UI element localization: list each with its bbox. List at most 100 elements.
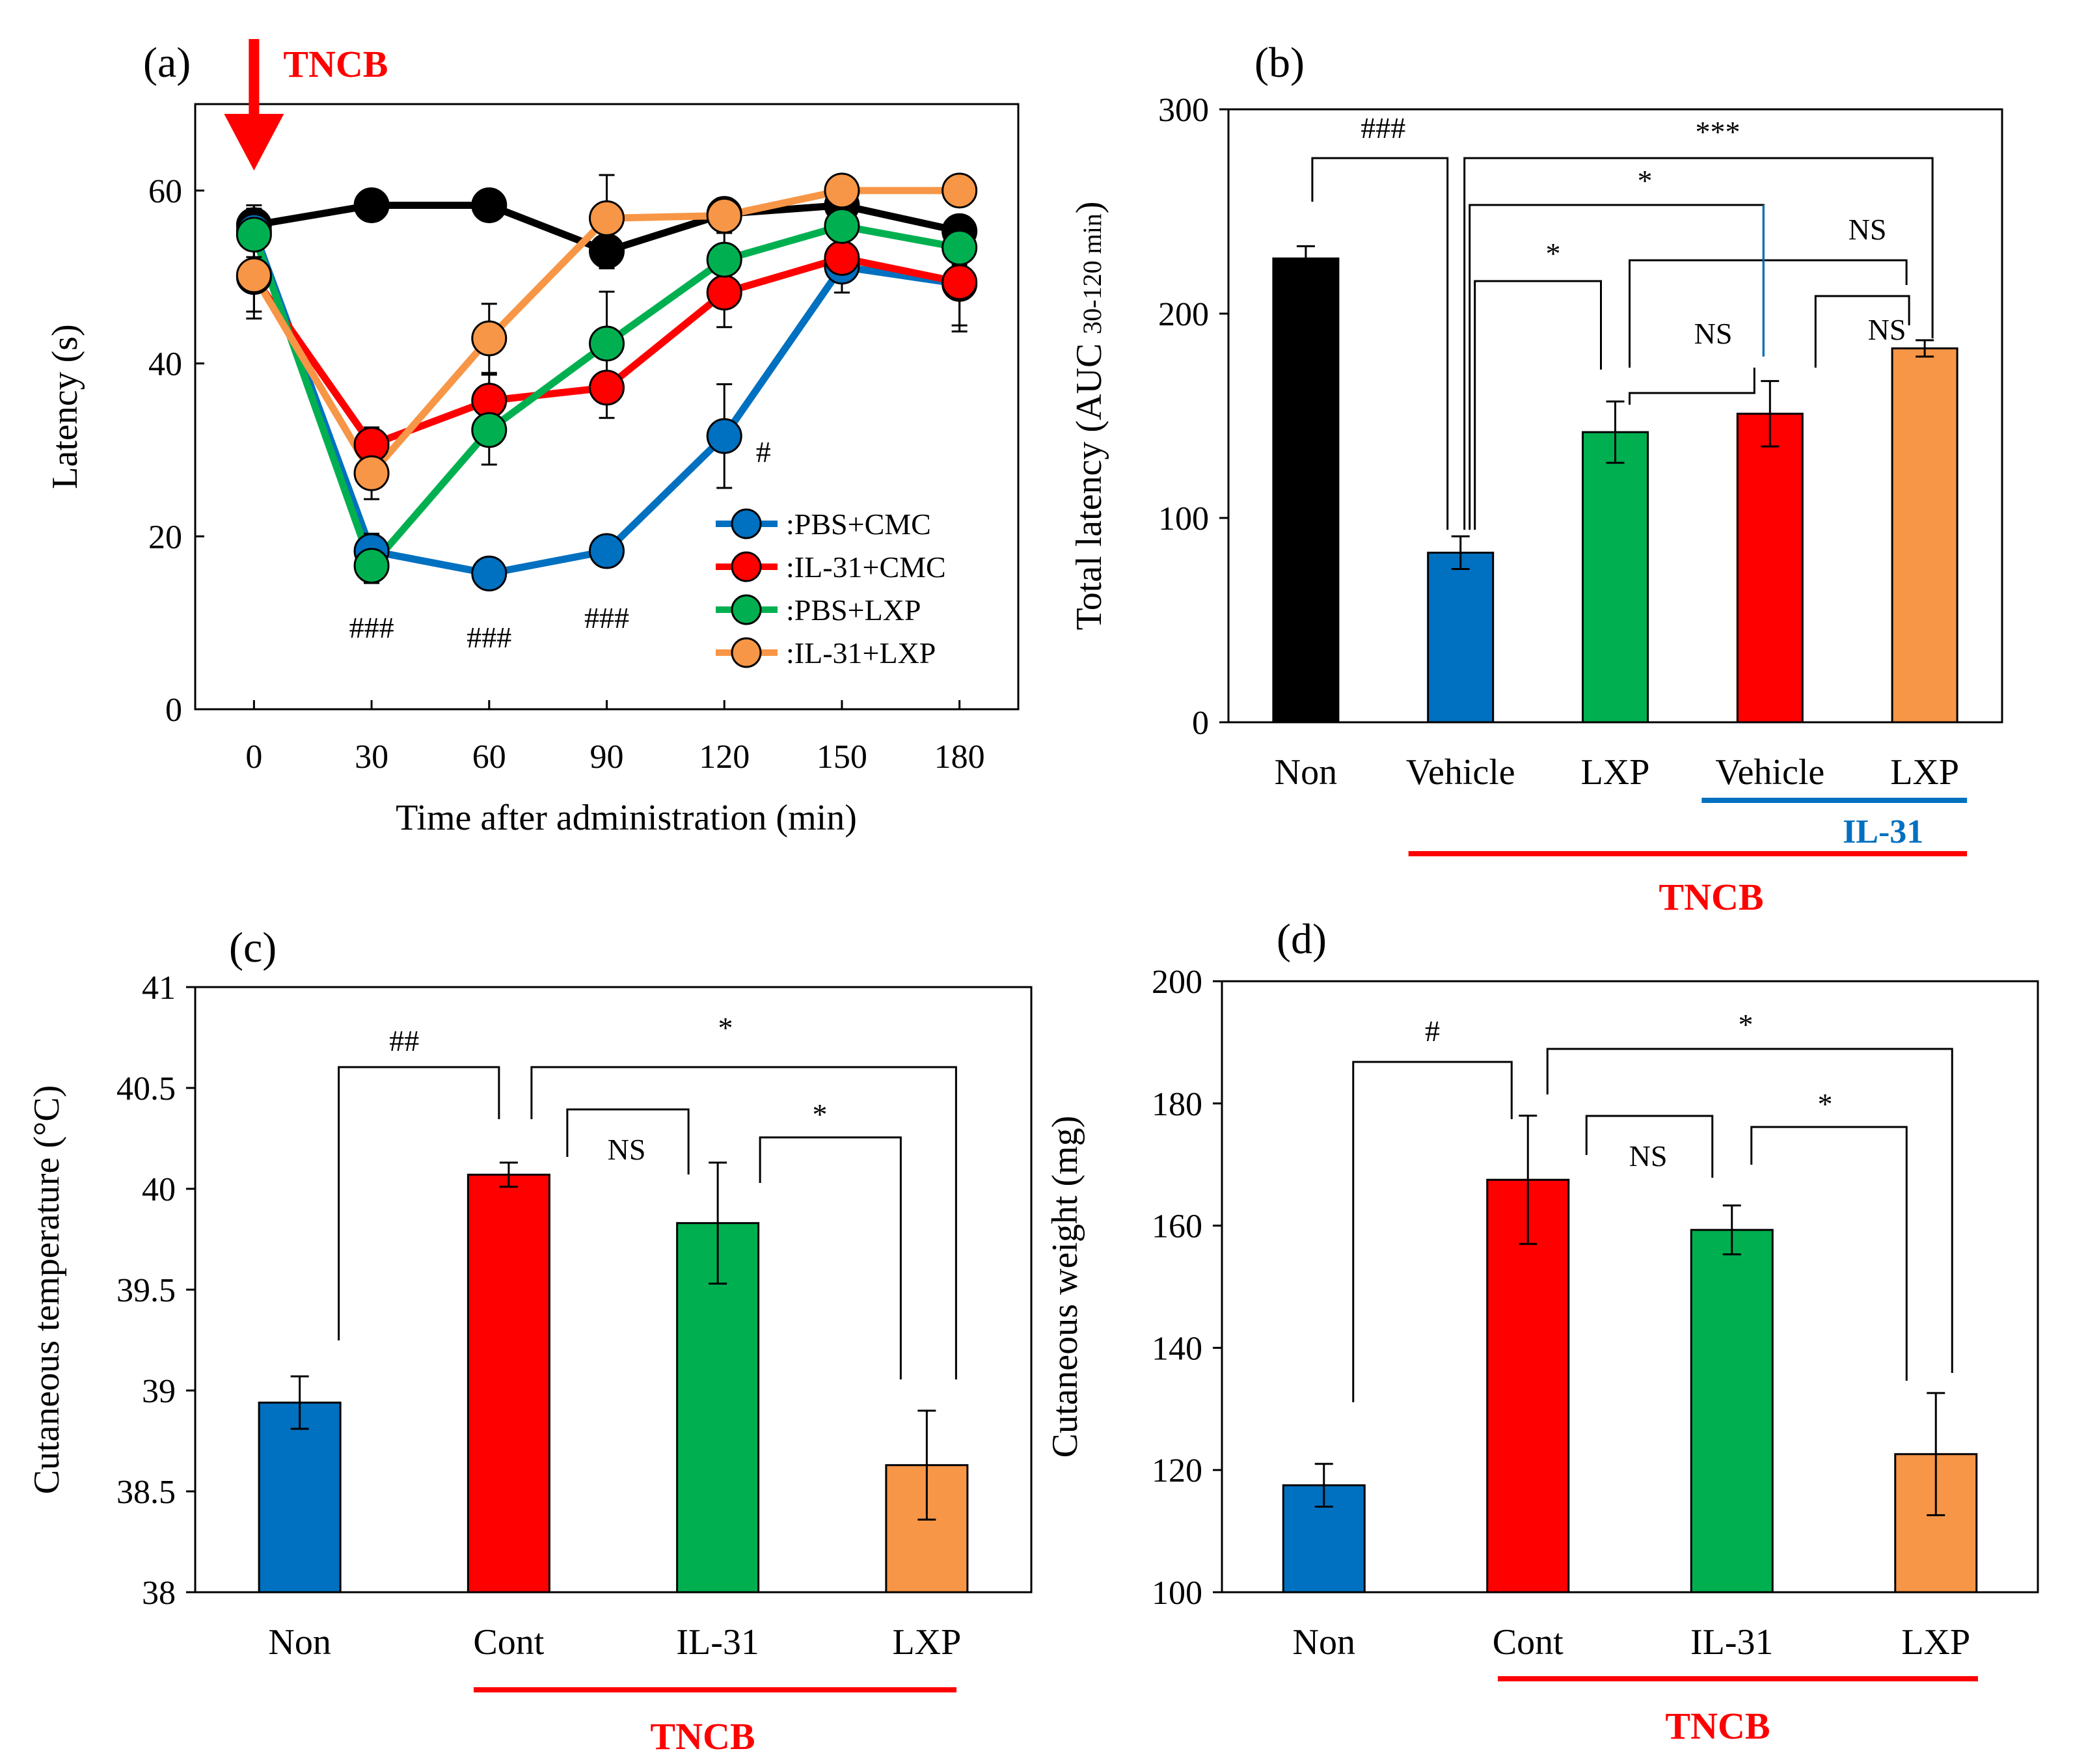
x-axis-label-a: Time after administration (min) xyxy=(396,798,857,838)
data-point-PBS+LXP xyxy=(589,325,625,362)
category-label-d: LXP xyxy=(1901,1622,1970,1662)
y-tick-label-d: 100 xyxy=(1152,1575,1202,1612)
tncb-group-label-b: TNCB xyxy=(1659,876,1763,918)
significance-mark-d: # xyxy=(1425,1014,1440,1048)
data-point-IL-31+LXP xyxy=(589,200,625,236)
y-tick-label-c: 41 xyxy=(142,970,176,1007)
y-tick-label-c: 39 xyxy=(142,1373,176,1410)
y-tick-label-d: 140 xyxy=(1152,1330,1202,1367)
data-point-IL-31+CMC xyxy=(589,370,625,406)
y-tick-label-c: 38.5 xyxy=(116,1474,176,1511)
y-tick-label-c: 40.5 xyxy=(116,1070,176,1107)
significance-mark-c: * xyxy=(813,1098,828,1131)
category-label-c: LXP xyxy=(892,1622,961,1662)
category-label-b: LXP xyxy=(1581,752,1650,793)
panel-a: (a) 0 20 40 60 0 30 60 90 120 150 180 Time after adm… xyxy=(45,39,1020,838)
significance-mark-d: NS xyxy=(1629,1139,1668,1173)
significance-bracket-b xyxy=(1474,280,1602,530)
data-point-IL-31+CMC xyxy=(942,264,978,301)
bar-d-1 xyxy=(1486,1178,1570,1594)
bar-c-1 xyxy=(467,1173,550,1594)
panel-label-d: (d) xyxy=(1277,916,1327,963)
data-point-PBS+LXP xyxy=(353,547,390,584)
bar-c-3 xyxy=(885,1464,969,1594)
category-label-c: Non xyxy=(268,1622,331,1662)
x-tick-label-a: 150 xyxy=(817,739,867,776)
significance-mark-b: *** xyxy=(1696,115,1741,148)
significance-mark-b: ### xyxy=(1361,111,1405,144)
x-tick-label-a: 90 xyxy=(590,739,624,776)
y-tick-label-b: 300 xyxy=(1158,92,1209,129)
significance-mark-a: ### xyxy=(584,601,629,634)
y-tick-label-d: 160 xyxy=(1152,1208,1202,1245)
data-point-PBS+CMC xyxy=(706,418,742,454)
panel-label-c: (c) xyxy=(229,924,277,971)
y-axis-label-b: Total latency (AUC 30-120 min) xyxy=(1069,201,1109,630)
y-axis-label-a: Latency (s) xyxy=(45,324,85,489)
x-tick-label-a: 60 xyxy=(472,739,506,776)
data-point-IL-31+CMC xyxy=(824,239,860,276)
category-label-d: Cont xyxy=(1493,1622,1564,1662)
significance-mark-b: NS xyxy=(1849,213,1887,246)
il31-group-label-b: IL-31 xyxy=(1843,813,1923,850)
category-label-b: LXP xyxy=(1890,752,1959,793)
significance-mark-b: NS xyxy=(1694,317,1733,350)
panel-label-a: (a) xyxy=(143,39,191,87)
y-tick-label-a: 20 xyxy=(148,519,182,556)
y-axis-label-d: Cutaneous weight (mg) xyxy=(1045,1116,1085,1458)
y-tick-label-c: 39.5 xyxy=(116,1272,176,1309)
panel-d: (d) 100 120 140 160 180 200 Non Cont IL-31 LXP Cuta… xyxy=(1045,916,2039,1747)
legend-marker-IL-31+LXP xyxy=(731,637,762,668)
data-point-PBS+LXP xyxy=(824,208,860,244)
significance-bracket-d xyxy=(1750,1126,1908,1381)
bar-c-0 xyxy=(258,1402,342,1594)
bar-d-2 xyxy=(1690,1228,1774,1594)
bar-c-2 xyxy=(676,1222,760,1594)
category-label-d: IL-31 xyxy=(1690,1622,1774,1662)
significance-mark-c: * xyxy=(718,1011,733,1044)
x-tick-label-a: 180 xyxy=(934,739,985,776)
legend-label-IL-31+CMC: :IL-31+CMC xyxy=(786,550,946,584)
data-point-Non xyxy=(471,187,508,223)
significance-mark-b: * xyxy=(1546,237,1561,270)
legend-label-IL-31+LXP: :IL-31+LXP xyxy=(786,636,936,670)
significance-bracket-b xyxy=(1629,368,1755,405)
bar-b-2 xyxy=(1582,431,1649,724)
data-point-IL-31+LXP xyxy=(471,320,508,357)
data-point-IL-31+LXP xyxy=(824,172,860,209)
data-point-Non xyxy=(589,233,625,269)
category-label-b: Vehicle xyxy=(1406,752,1515,793)
data-point-Non xyxy=(353,187,390,223)
y-tick-label-d: 180 xyxy=(1152,1086,1202,1123)
bar-b-0 xyxy=(1272,257,1340,724)
y-axis-label-b-close: ) xyxy=(1069,201,1109,213)
significance-bracket-d xyxy=(1352,1061,1513,1402)
significance-bracket-d xyxy=(1585,1115,1714,1178)
data-point-PBS+LXP xyxy=(942,230,978,266)
y-tick-label-d: 120 xyxy=(1152,1452,1202,1489)
significance-mark-b: NS xyxy=(1868,313,1906,346)
significance-bracket-b xyxy=(1311,157,1449,530)
legend-marker-IL-31+CMC xyxy=(731,551,762,582)
significance-mark-d: * xyxy=(1818,1087,1833,1120)
panel-c: (c) 38 38.5 39 39.5 40 40.5 41 Non Cont IL-31 LXP Cu… xyxy=(27,924,1033,1757)
significance-bracket-c xyxy=(759,1136,902,1379)
tncb-arrow-shaft xyxy=(249,39,260,137)
legend-marker-PBS+LXP xyxy=(731,594,762,625)
y-tick-label-a: 40 xyxy=(148,346,182,383)
significance-mark-a: ### xyxy=(467,621,511,654)
y-tick-label-d: 200 xyxy=(1152,964,1202,1001)
data-point-IL-31+LXP xyxy=(706,197,742,234)
data-point-PBS+LXP xyxy=(471,412,508,448)
y-tick-label-c: 38 xyxy=(142,1575,176,1612)
tncb-arrow-head xyxy=(224,114,284,170)
y-tick-label-b: 200 xyxy=(1158,296,1209,333)
significance-bracket-c xyxy=(530,1066,957,1379)
significance-mark-a: # xyxy=(756,435,771,468)
category-label-b: Non xyxy=(1275,752,1337,793)
bar-b-1 xyxy=(1427,551,1495,724)
significance-mark-c: NS xyxy=(608,1133,646,1166)
significance-mark-b: * xyxy=(1638,164,1653,197)
panel-b: (b) 0 100 200 300 Non Vehicle LXP Vehicle LXP Tota… xyxy=(1069,39,2003,918)
